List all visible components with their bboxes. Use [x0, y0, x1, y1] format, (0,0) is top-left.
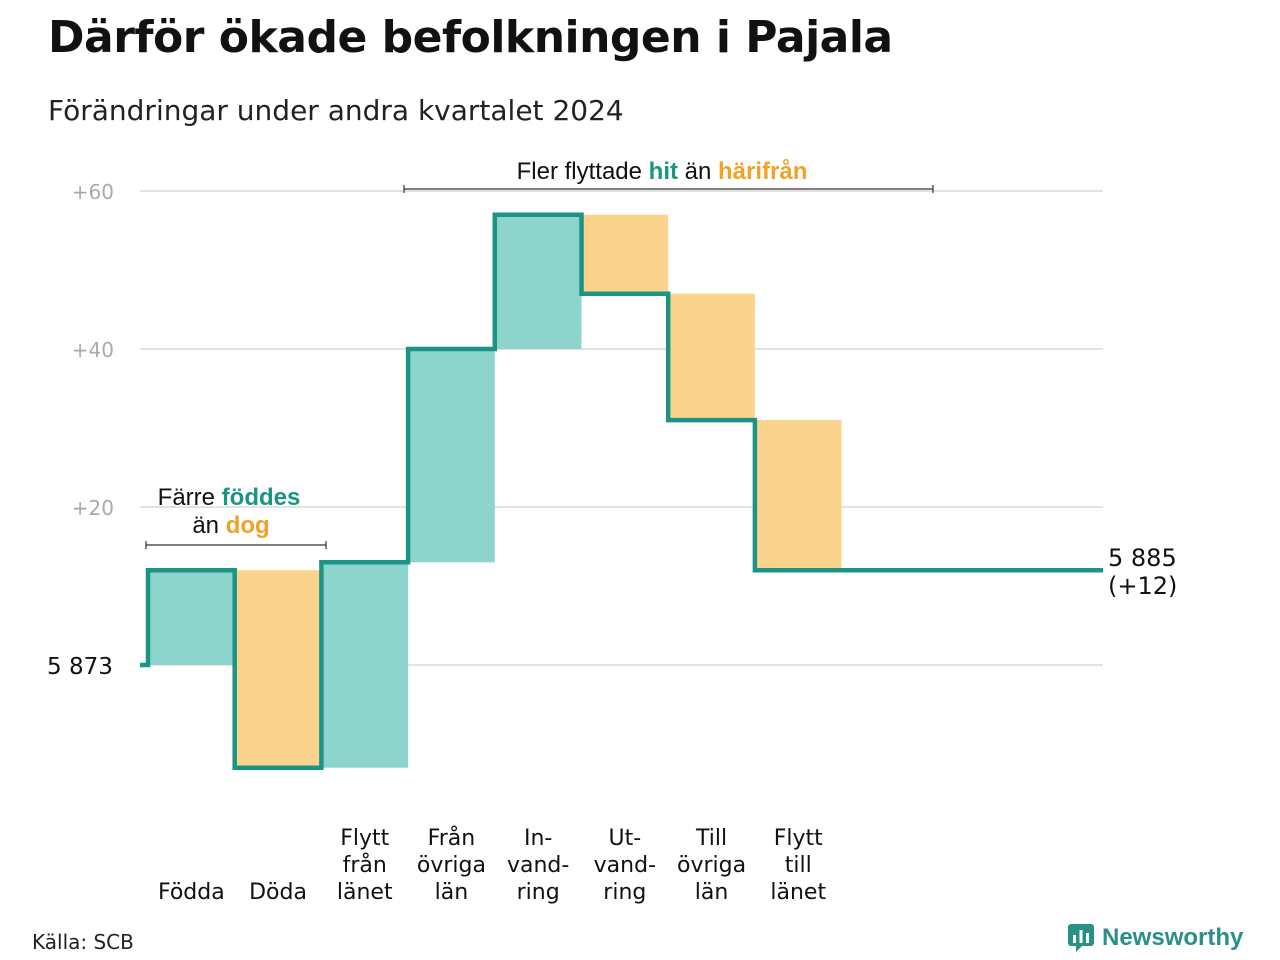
waterfall-bar [234, 570, 322, 768]
category-label: Flytt till länet [770, 826, 826, 905]
brand-logo: Newsworthy [1068, 924, 1243, 952]
category-label: Flytt från länet [337, 826, 393, 905]
bar-chart-speech-bubble-icon [1068, 924, 1094, 952]
end-value-label: 5 885 [1108, 544, 1177, 572]
category-label: In-vand-ring [507, 826, 569, 905]
y-tick-label: +20 [72, 496, 114, 520]
category-label: Döda [249, 880, 307, 905]
chart-subtitle: Förändringar under andra kvartalet 2024 [48, 94, 624, 127]
chart-title: Därför ökade befolkningen i Pajala [48, 12, 893, 63]
brand-name: Newsworthy [1102, 924, 1244, 951]
waterfall-bar [668, 293, 755, 421]
cumulative-step-line [140, 212, 1103, 770]
category-label: Från övriga län [417, 825, 486, 905]
source-note: Källa: SCB [32, 930, 134, 954]
waterfall-bar [754, 420, 842, 571]
waterfall-bar [581, 214, 669, 294]
annotation-natural-line2: än dog [192, 512, 269, 539]
waterfall-bar [408, 349, 495, 563]
baseline-label: 5 873 [47, 654, 113, 680]
y-tick-label: +40 [72, 338, 114, 362]
category-label: Födda [158, 880, 225, 905]
category-label: Ut-vand-ring [594, 826, 656, 905]
category-label: Till övriga län [677, 826, 746, 905]
waterfall-bar [494, 214, 582, 349]
annotation-natural-line1: Färre föddes [158, 484, 301, 511]
annotation-migration: Fler flyttade hit än härifrån [517, 158, 808, 185]
waterfall-bar [321, 562, 409, 768]
end-change-label: (+12) [1108, 572, 1177, 600]
y-tick-label: +60 [72, 180, 114, 204]
waterfall-bar [148, 570, 235, 665]
